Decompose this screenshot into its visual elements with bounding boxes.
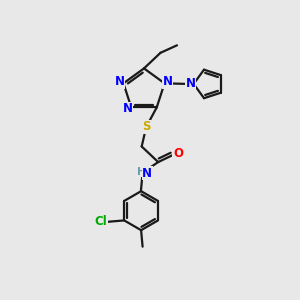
Text: H: H [137,167,146,177]
Text: N: N [115,75,124,88]
Text: S: S [142,121,150,134]
Text: N: N [142,167,152,180]
Text: Cl: Cl [94,215,107,228]
Text: N: N [122,103,132,116]
Text: N: N [163,75,172,88]
Text: N: N [186,77,196,90]
Text: O: O [173,147,183,160]
